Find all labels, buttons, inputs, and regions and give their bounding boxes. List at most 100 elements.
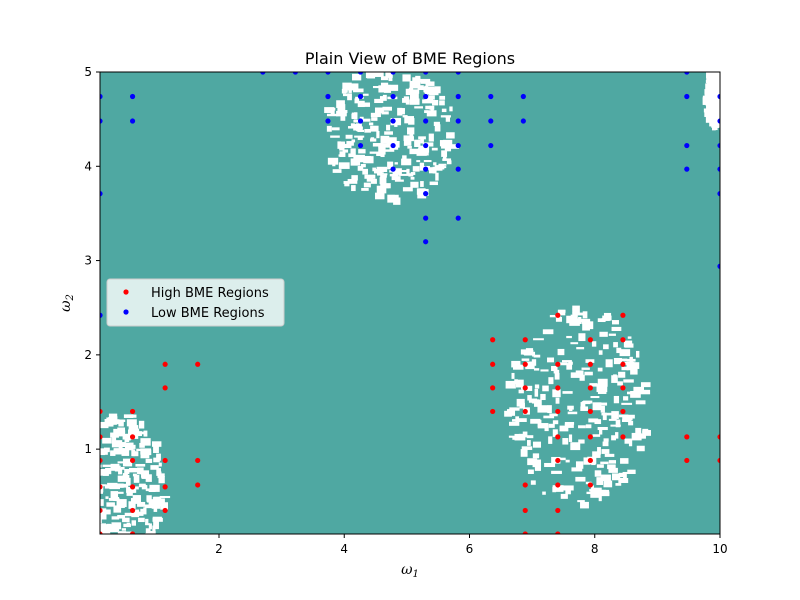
white-region-speck xyxy=(108,537,111,540)
high-bme-point xyxy=(162,385,168,391)
white-region-speck xyxy=(116,419,126,422)
white-region-speck xyxy=(613,395,620,404)
white-region-speck xyxy=(153,496,161,502)
white-region-speck xyxy=(73,487,83,494)
white-region-speck xyxy=(78,498,87,502)
white-region-speck xyxy=(88,503,92,508)
white-region-speck xyxy=(409,131,414,139)
white-region-speck xyxy=(348,126,357,129)
white-region-speck xyxy=(712,118,720,126)
white-region-speck xyxy=(110,463,119,471)
white-region-speck xyxy=(527,440,531,446)
white-region-speck xyxy=(438,163,447,166)
high-bme-point xyxy=(587,434,593,440)
white-region-speck xyxy=(527,469,534,474)
white-region-speck xyxy=(603,480,613,488)
white-region-speck xyxy=(517,418,527,422)
white-region-speck xyxy=(84,472,92,475)
white-region-speck xyxy=(357,166,364,171)
white-region-speck xyxy=(129,541,135,548)
white-region-speck xyxy=(113,497,120,502)
white-region-speck xyxy=(390,118,402,126)
white-region-speck xyxy=(339,143,345,151)
white-region-speck xyxy=(576,347,585,350)
white-region-speck xyxy=(376,130,380,139)
x-tick-label: 2 xyxy=(215,542,223,556)
white-region-speck xyxy=(370,112,381,118)
white-region-speck xyxy=(370,138,377,142)
low-bme-point xyxy=(684,72,690,75)
white-region-speck xyxy=(113,448,125,455)
white-region-speck xyxy=(434,124,441,132)
white-region-speck xyxy=(160,502,169,510)
white-region-speck xyxy=(564,421,575,425)
white-region-speck xyxy=(564,423,574,428)
white-region-speck xyxy=(511,372,515,379)
white-region-speck xyxy=(347,93,352,101)
white-region-speck xyxy=(381,111,389,115)
high-bme-point xyxy=(162,484,168,490)
white-region-speck xyxy=(720,99,724,105)
white-region-speck xyxy=(360,163,366,168)
white-region-speck xyxy=(604,453,615,457)
white-region-speck xyxy=(139,511,144,515)
white-region-speck xyxy=(518,433,525,440)
white-region-speck xyxy=(387,161,394,170)
white-region-speck xyxy=(506,409,516,416)
white-region-speck xyxy=(125,539,128,547)
white-region-speck xyxy=(718,67,721,71)
white-region-speck xyxy=(575,461,584,469)
white-region-speck xyxy=(635,350,640,358)
white-region-speck xyxy=(119,442,127,448)
white-region-speck xyxy=(100,477,101,484)
white-region-speck xyxy=(104,563,113,567)
white-region-speck xyxy=(393,197,401,205)
white-region-speck xyxy=(352,73,362,81)
white-region-speck xyxy=(346,141,354,146)
white-region-speck xyxy=(580,501,589,509)
white-region-speck xyxy=(590,485,594,491)
white-region-speck xyxy=(721,84,726,90)
white-region-speck xyxy=(710,94,718,97)
white-region-speck xyxy=(90,523,98,525)
white-region-speck xyxy=(566,315,574,324)
white-region-speck xyxy=(534,399,542,407)
white-region-speck xyxy=(111,516,120,520)
white-region-speck xyxy=(719,81,720,86)
white-region-speck xyxy=(559,425,569,432)
white-region-speck xyxy=(111,543,120,549)
x-axis: 2 4 6 8 10 xyxy=(215,534,728,556)
white-region-speck xyxy=(386,124,391,131)
white-region-speck xyxy=(339,151,346,157)
white-region-speck xyxy=(714,99,720,104)
white-region-speck xyxy=(409,80,421,89)
white-region-speck xyxy=(330,135,340,138)
white-region-speck xyxy=(530,480,536,485)
high-bme-point xyxy=(490,385,496,391)
white-region-speck xyxy=(342,143,352,149)
white-region-speck xyxy=(387,84,399,91)
white-region-speck xyxy=(134,538,137,544)
high-bme-point xyxy=(717,457,720,464)
high-bme-point xyxy=(522,337,528,343)
white-region-speck xyxy=(637,433,646,439)
y-tick-label: 4 xyxy=(84,159,92,173)
white-region-speck xyxy=(424,90,428,97)
low-bme-point xyxy=(684,166,690,172)
white-region-speck xyxy=(537,423,549,429)
white-region-speck xyxy=(75,509,85,513)
white-region-speck xyxy=(392,168,402,175)
white-region-speck xyxy=(448,144,459,149)
white-region-speck xyxy=(125,535,133,540)
white-region-speck xyxy=(105,524,114,530)
white-region-speck xyxy=(148,523,152,530)
white-region-speck xyxy=(348,87,352,93)
white-region-speck xyxy=(708,89,718,95)
white-region-speck xyxy=(122,474,130,479)
white-region-speck xyxy=(562,391,573,394)
white-region-speck xyxy=(718,68,723,70)
white-region-speck xyxy=(145,518,149,525)
white-region-speck xyxy=(120,466,125,470)
white-region-speck xyxy=(547,357,555,363)
y-axis: 1 2 3 4 5 xyxy=(84,65,100,456)
